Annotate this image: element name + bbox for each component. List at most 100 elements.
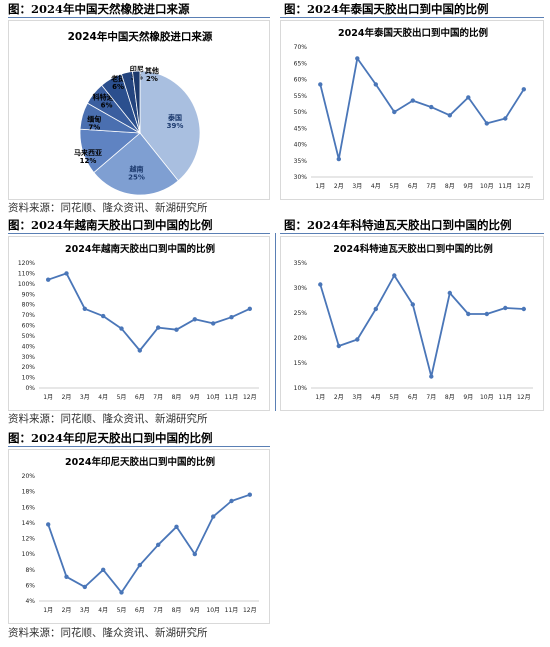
x-tick-0-2: 3月: [352, 183, 362, 190]
rule-top-right: [280, 17, 544, 18]
x-tick-2-2: 3月: [352, 394, 362, 401]
data-point-2-1: [336, 343, 341, 349]
thailand-line-chart: 2024年泰国天胶出口到中国的比例 30% 35% 40% 45% 50% 55% 60% 65…: [294, 27, 533, 190]
y-tick-3-1: 6%: [25, 582, 35, 589]
y-tick-0-8: 70%: [294, 44, 308, 51]
y-tick-1-5: 50%: [22, 333, 36, 340]
pie-label-group-5: 老挝6%: [110, 74, 126, 91]
data-point-1-9: [211, 321, 216, 326]
y-tick-1-1: 10%: [22, 375, 36, 382]
vietnam-line-chart: 2024年越南天胶出口到中国的比例 0% 10% 20% 30% 40% 50% 60% 70%…: [18, 243, 259, 401]
pie-label-group-7: 其他2%: [145, 66, 159, 83]
data-point-3-4: [119, 590, 124, 595]
pie-label-0: 泰国: [167, 113, 182, 122]
y-tick-3-8: 20%: [22, 473, 36, 480]
caption-vietnam: 图：2024年越南天胶出口到中国的比例: [8, 218, 213, 232]
x-tick-3-3: 4月: [98, 607, 108, 614]
x-tick-1-10: 11月: [225, 394, 239, 401]
y-tick-2-3: 25%: [294, 310, 308, 317]
y-tick-2-1: 15%: [294, 360, 308, 367]
y-tick-1-11: 110%: [18, 270, 35, 277]
pie-label-6: 印尼: [130, 65, 144, 74]
x-tick-2-1: 2月: [334, 394, 344, 401]
x-tick-3-7: 8月: [172, 607, 182, 614]
y-tick-1-6: 60%: [22, 323, 36, 330]
data-point-3-5: [137, 562, 142, 568]
y-tick-0-5: 55%: [294, 93, 308, 100]
data-point-0-1: [336, 156, 341, 162]
data-point-2-3: [373, 306, 378, 312]
line-title-0: 2024年泰国天胶出口到中国的比例: [338, 27, 488, 39]
caption-pie: 图：2024年中国天然橡胶进口来源: [8, 2, 190, 16]
pie-slice-1: [93, 132, 179, 196]
y-tick-3-5: 14%: [22, 520, 36, 527]
data-point-0-0: [318, 82, 323, 87]
y-tick-0-2: 40%: [294, 142, 308, 149]
data-point-1-11: [247, 306, 252, 311]
thailand-panel: 2024年泰国天胶出口到中国的比例 30% 35% 40% 45% 50% 55% 60% 65…: [280, 20, 544, 200]
y-tick-0-3: 45%: [294, 125, 308, 132]
data-point-0-6: [429, 104, 434, 110]
data-point-3-8: [192, 551, 197, 557]
pie-panel: 2024年中国天然橡胶进口来源 泰国 39% 越南 25% 马来西亚 12% 缅甸 7% 科特迪瓦…: [8, 20, 270, 200]
y-tick-1-7: 70%: [22, 312, 36, 319]
x-tick-3-11: 12月: [243, 607, 257, 614]
data-point-0-7: [447, 113, 452, 118]
data-point-0-9: [484, 121, 489, 126]
data-point-2-5: [410, 302, 415, 307]
pie-title: 2024年中国天然橡胶进口来源: [68, 30, 213, 43]
series-line-1: [47, 272, 251, 352]
y-tick-3-7: 18%: [22, 489, 36, 496]
line-title-1: 2024年越南天胶出口到中国的比例: [65, 243, 215, 255]
y-tick-3-6: 16%: [22, 504, 36, 511]
x-tick-0-5: 6月: [408, 183, 418, 190]
data-point-1-2: [82, 306, 88, 311]
data-point-1-1: [64, 271, 69, 276]
data-point-2-9: [484, 311, 489, 317]
y-tick-2-5: 35%: [294, 260, 308, 267]
data-point-3-3: [101, 567, 106, 572]
y-tick-3-2: 8%: [25, 567, 35, 574]
data-point-3-9: [211, 514, 216, 519]
ivory-coast-line-chart: 2024科特迪瓦天胶出口到中国的比例 10% 15% 20% 25% 30% 35% 1月 2月…: [294, 243, 533, 401]
x-tick-0-1: 2月: [334, 183, 344, 190]
data-point-2-0: [318, 282, 323, 287]
pie-label-7: 其他: [145, 66, 159, 75]
data-point-1-7: [174, 327, 179, 332]
x-tick-3-5: 6月: [135, 607, 145, 614]
x-tick-3-4: 5月: [117, 607, 127, 614]
data-point-0-5: [410, 98, 415, 103]
pie-pct-7: 2%: [146, 75, 158, 83]
series-line-2: [319, 274, 524, 378]
x-tick-3-9: 10月: [206, 607, 220, 614]
data-point-1-3: [101, 313, 106, 319]
x-tick-0-10: 11月: [498, 183, 512, 190]
pie-pct-5: 6%: [112, 83, 124, 91]
x-tick-0-4: 5月: [389, 183, 399, 190]
data-point-0-11: [521, 87, 526, 92]
data-point-1-6: [156, 325, 161, 330]
vietnam-panel: 2024年越南天胶出口到中国的比例 0% 10% 20% 30% 40% 50% 60% 70%…: [8, 236, 270, 411]
data-point-1-10: [229, 315, 234, 320]
x-tick-1-2: 3月: [80, 394, 90, 401]
source-note-3: 资料来源：同花顺、隆众资讯、新湖研究所: [8, 627, 208, 639]
y-tick-0-6: 60%: [294, 77, 308, 84]
x-tick-0-7: 8月: [445, 183, 455, 190]
y-tick-3-0: 4%: [25, 598, 35, 605]
data-point-1-0: [46, 277, 51, 282]
x-tick-2-10: 11月: [498, 394, 512, 401]
y-tick-1-2: 20%: [22, 364, 36, 371]
caption-ivory: 图：2024年科特迪瓦天胶出口到中国的比例: [284, 218, 512, 232]
x-tick-1-5: 6月: [135, 394, 145, 401]
x-tick-3-0: 1月: [43, 607, 53, 614]
x-tick-1-1: 2月: [62, 394, 72, 401]
source-note-1: 资料来源：同花顺、隆众资讯、新湖研究所: [8, 202, 208, 214]
rule-mid-right: [280, 233, 544, 234]
indonesia-line-chart: 2024年印尼天胶出口到中国的比例 4% 6% 8% 10% 12% 14% 16% 18% 20…: [22, 456, 259, 614]
x-tick-2-5: 6月: [408, 394, 418, 401]
y-tick-3-4: 12%: [22, 536, 36, 543]
data-point-3-10: [229, 498, 234, 504]
